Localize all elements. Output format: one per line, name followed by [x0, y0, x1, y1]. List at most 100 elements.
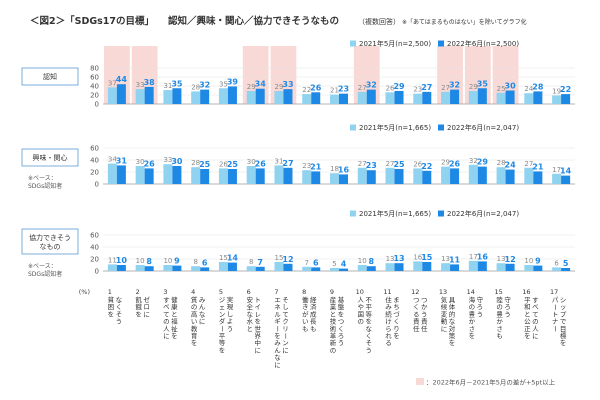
category-char: 水 — [246, 317, 253, 326]
category-char: み — [199, 296, 206, 304]
bar — [227, 169, 237, 184]
bar — [246, 266, 256, 271]
data-label: 34 — [108, 156, 117, 164]
category-labels: 1貧困をなくそう2飢餓をゼロに3すべての人に健康と福祉を4質の高い教育をみんなに… — [108, 288, 567, 369]
bar — [311, 92, 321, 104]
category-char: 育 — [191, 331, 198, 340]
category-char: さ — [469, 325, 476, 333]
category-char: ろ — [338, 332, 345, 340]
data-label: 30 — [505, 82, 517, 91]
data-label: 29 — [247, 83, 256, 91]
category-char: ク — [282, 318, 289, 326]
category-char: や — [358, 303, 365, 311]
bar — [200, 89, 210, 104]
category-char: 産 — [330, 295, 337, 304]
data-label: 11 — [108, 256, 117, 264]
data-label: 26 — [144, 159, 156, 168]
category-char: に — [282, 346, 289, 354]
data-label: 35 — [477, 79, 489, 88]
category-char: 等 — [219, 338, 226, 347]
category-char: を — [366, 318, 373, 326]
category-number: 8 — [302, 288, 306, 296]
category-char: れ — [385, 332, 392, 340]
category-char: 平 — [219, 332, 226, 340]
bar — [302, 94, 312, 104]
y-tick-label: 60 — [90, 232, 99, 240]
category-char: 住 — [385, 295, 392, 304]
data-label: 7 — [305, 259, 309, 267]
category-char: ー — [218, 326, 226, 333]
category-char: ゼ — [143, 295, 150, 304]
category-number: 17 — [550, 288, 558, 296]
bar — [552, 95, 562, 104]
bar — [394, 263, 404, 271]
bar — [227, 86, 237, 104]
bar — [422, 170, 432, 184]
legend-swatch — [438, 124, 444, 131]
category-char: リ — [282, 325, 289, 333]
bar — [413, 168, 423, 184]
bar — [255, 266, 265, 271]
category-char: シ — [560, 296, 567, 304]
legend: 2021年5月(n=1,665) 2022年6月(n=2,047) — [350, 209, 519, 218]
category-char: 候 — [441, 302, 448, 311]
data-label: 25 — [497, 85, 506, 93]
category-char: か — [421, 303, 428, 311]
category-char: ナ — [552, 318, 559, 326]
category-char: ト — [254, 296, 261, 304]
category-char: 中 — [254, 338, 261, 347]
category-number: 11 — [383, 288, 391, 296]
category-char: く — [116, 303, 123, 311]
bar — [135, 166, 145, 184]
data-label: 13 — [393, 254, 404, 263]
category-char: 実 — [227, 295, 234, 304]
bar — [246, 166, 256, 184]
bar — [477, 88, 487, 104]
data-label: 22 — [421, 162, 432, 171]
category-char: 術 — [330, 324, 337, 333]
data-label: 31 — [116, 156, 128, 165]
category-char: 安 — [246, 295, 253, 304]
category-char: ん — [199, 303, 206, 311]
category-char: と — [246, 325, 253, 333]
category-char: と — [171, 310, 178, 318]
data-label: 26 — [219, 160, 228, 168]
data-label: 22 — [302, 86, 311, 94]
legend-entry: 2021年5月(n=2,500) — [359, 39, 431, 48]
data-label: 30 — [136, 158, 145, 166]
category-char: ま — [393, 296, 400, 304]
bar — [413, 261, 423, 271]
category-char: の — [532, 318, 539, 326]
data-label: 10 — [163, 257, 172, 265]
data-label: 6 — [554, 259, 559, 267]
bar — [172, 88, 182, 104]
data-label: 12 — [505, 255, 516, 264]
bar — [339, 268, 348, 271]
bar — [172, 166, 182, 184]
category-char: ー — [551, 326, 559, 333]
data-label: 27 — [282, 159, 293, 168]
category-char: を — [219, 346, 226, 354]
bar — [496, 263, 506, 271]
panel-label-box — [21, 67, 79, 86]
category-char: し — [282, 303, 289, 311]
category-char: を — [274, 332, 281, 340]
category-char: 質 — [191, 295, 198, 304]
category-char: ん — [274, 346, 281, 354]
category-char: 貧 — [108, 295, 115, 304]
panel-label: 協力できそう — [29, 233, 71, 242]
category-char: 祉 — [171, 324, 178, 333]
category-char: ッ — [560, 303, 567, 311]
category-char: な — [199, 310, 206, 318]
base-note: ※ベース： — [28, 175, 57, 182]
category-char: 変 — [441, 309, 448, 318]
y-tick-label: 0 — [95, 181, 99, 189]
bar — [283, 89, 293, 104]
bar — [191, 167, 201, 184]
bar — [552, 267, 562, 271]
